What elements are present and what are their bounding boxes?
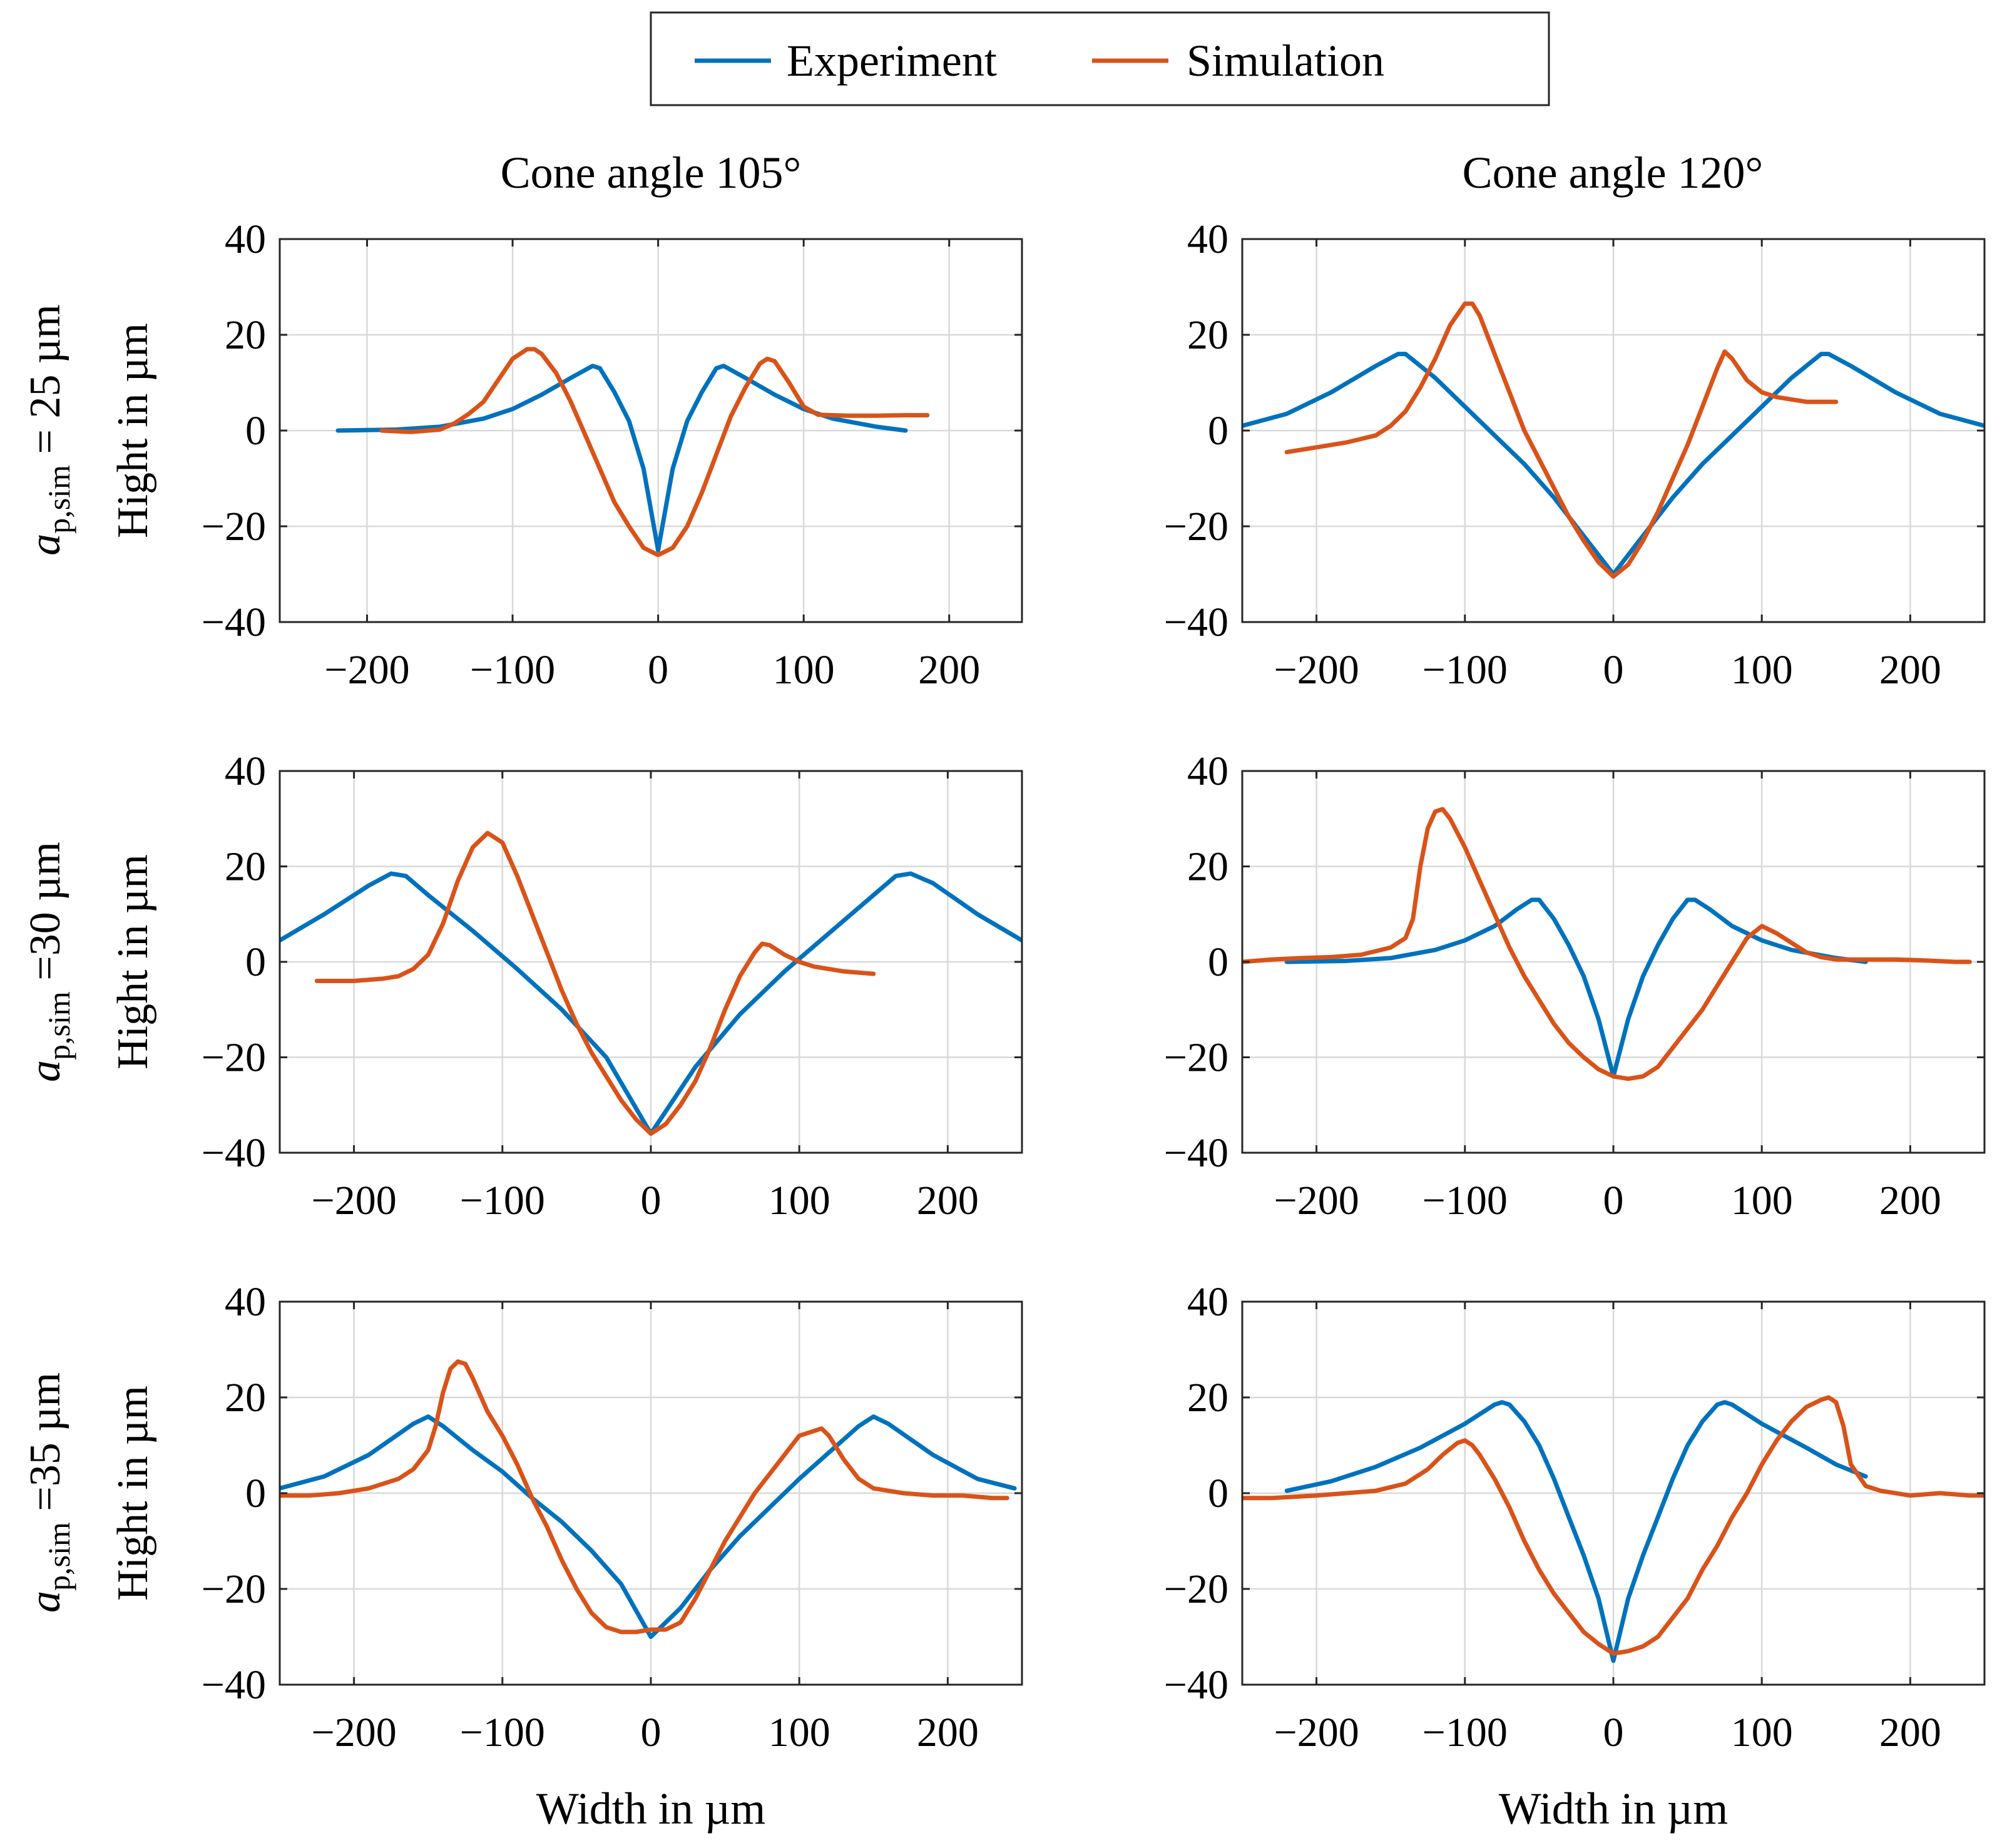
y-tick-label: 0 — [245, 1471, 266, 1516]
y-tick-label: 40 — [225, 217, 266, 262]
y-tick-label: 0 — [245, 939, 266, 985]
x-tick-label: 0 — [1603, 1178, 1624, 1223]
row-label-1: ap,sim = 25 µm — [21, 304, 76, 556]
y-tick-label: 20 — [225, 844, 266, 890]
y-tick-label: −40 — [202, 1662, 266, 1708]
y-tick-label: −20 — [1164, 1566, 1228, 1612]
y-tick-label: 20 — [1187, 1375, 1228, 1421]
y-tick-label: 0 — [245, 408, 266, 454]
legend: Experiment Simulation — [650, 11, 1550, 106]
series-line-simulation — [280, 1359, 1009, 1635]
x-tick-label: −200 — [324, 647, 409, 693]
x-tick-label: −100 — [1422, 1178, 1508, 1223]
x-tick-label: 100 — [1731, 1710, 1793, 1755]
column-title-105: Cone angle 105° — [501, 148, 802, 198]
x-tick-label: 100 — [1731, 1178, 1793, 1223]
column-title-120: Cone angle 120° — [1463, 148, 1764, 198]
x-tick-label: −100 — [460, 1710, 545, 1755]
series-line-experiment — [335, 364, 908, 553]
y-tick-label: 0 — [1208, 939, 1228, 985]
x-tick-label: 200 — [918, 647, 980, 693]
y-axis-label: Hight in µm — [109, 854, 157, 1069]
y-tick-label: −20 — [202, 1566, 266, 1612]
x-tick-label: −200 — [1274, 647, 1359, 693]
series-line-simulation — [1242, 807, 1972, 1081]
y-tick-label: −20 — [1164, 1035, 1228, 1081]
y-tick-label: −40 — [1164, 1130, 1228, 1176]
x-tick-label: 100 — [769, 1710, 830, 1755]
x-tick-label: 200 — [1879, 1710, 1941, 1755]
legend-label-experiment: Experiment — [787, 36, 997, 86]
x-tick-label: −200 — [311, 1178, 396, 1223]
y-tick-label: 20 — [225, 1375, 266, 1421]
y-tick-label: −20 — [202, 1035, 266, 1081]
y-tick-label: −40 — [1164, 600, 1228, 645]
series-line-simulation — [314, 830, 876, 1136]
y-tick-label: −20 — [202, 504, 266, 549]
row-label-2: ap,sim =30 µm — [21, 842, 76, 1082]
y-tick-label: −40 — [202, 1130, 266, 1176]
legend-label-simulation: Simulation — [1187, 36, 1384, 86]
series-line-simulation — [379, 347, 930, 558]
series-line-simulation — [1242, 1395, 1984, 1656]
y-tick-label: 40 — [225, 1279, 266, 1325]
y-tick-label: −40 — [1164, 1662, 1228, 1708]
y-tick-label: −20 — [1164, 504, 1228, 549]
x-tick-label: 200 — [1879, 1178, 1941, 1223]
series-line-experiment — [280, 1414, 1017, 1639]
x-tick-label: 100 — [1731, 647, 1793, 693]
x-tick-label: 0 — [1603, 1710, 1624, 1755]
x-axis-label: Width in µm — [1499, 1784, 1729, 1834]
y-tick-label: 20 — [1187, 312, 1228, 358]
series-line-simulation — [1284, 301, 1839, 579]
y-tick-label: 40 — [225, 748, 266, 794]
row-label-3: ap,sim =35 µm — [21, 1372, 76, 1613]
series-line-experiment — [1284, 1400, 1868, 1663]
y-axis-label: Hight in µm — [109, 323, 157, 538]
series-line-experiment — [1284, 897, 1868, 1079]
x-tick-label: 0 — [648, 647, 668, 693]
x-tick-label: 200 — [917, 1178, 979, 1223]
x-tick-label: −200 — [1274, 1710, 1359, 1755]
y-tick-label: 40 — [1187, 217, 1228, 262]
y-axis-label: Hight in µm — [109, 1386, 157, 1601]
x-tick-label: −100 — [470, 647, 555, 693]
x-tick-label: 0 — [1603, 647, 1624, 693]
x-axis-label: Width in µm — [536, 1784, 766, 1834]
x-tick-label: −100 — [460, 1178, 545, 1223]
x-tick-label: 100 — [773, 647, 835, 693]
y-tick-label: 40 — [1187, 1279, 1228, 1325]
x-tick-label: 200 — [917, 1710, 979, 1755]
y-tick-label: 40 — [1187, 748, 1228, 794]
y-tick-label: 20 — [1187, 844, 1228, 890]
x-tick-label: 100 — [769, 1178, 830, 1223]
x-tick-label: −200 — [1274, 1178, 1359, 1223]
x-tick-label: 0 — [641, 1710, 661, 1755]
x-tick-label: 200 — [1879, 647, 1941, 693]
x-tick-label: −100 — [1422, 647, 1508, 693]
y-tick-label: 20 — [225, 312, 266, 358]
x-tick-label: −200 — [311, 1710, 396, 1755]
y-tick-label: −40 — [202, 600, 266, 645]
x-tick-label: 0 — [641, 1178, 661, 1223]
x-tick-label: −100 — [1422, 1710, 1508, 1755]
y-tick-label: 0 — [1208, 408, 1228, 454]
y-tick-label: 0 — [1208, 1471, 1228, 1516]
